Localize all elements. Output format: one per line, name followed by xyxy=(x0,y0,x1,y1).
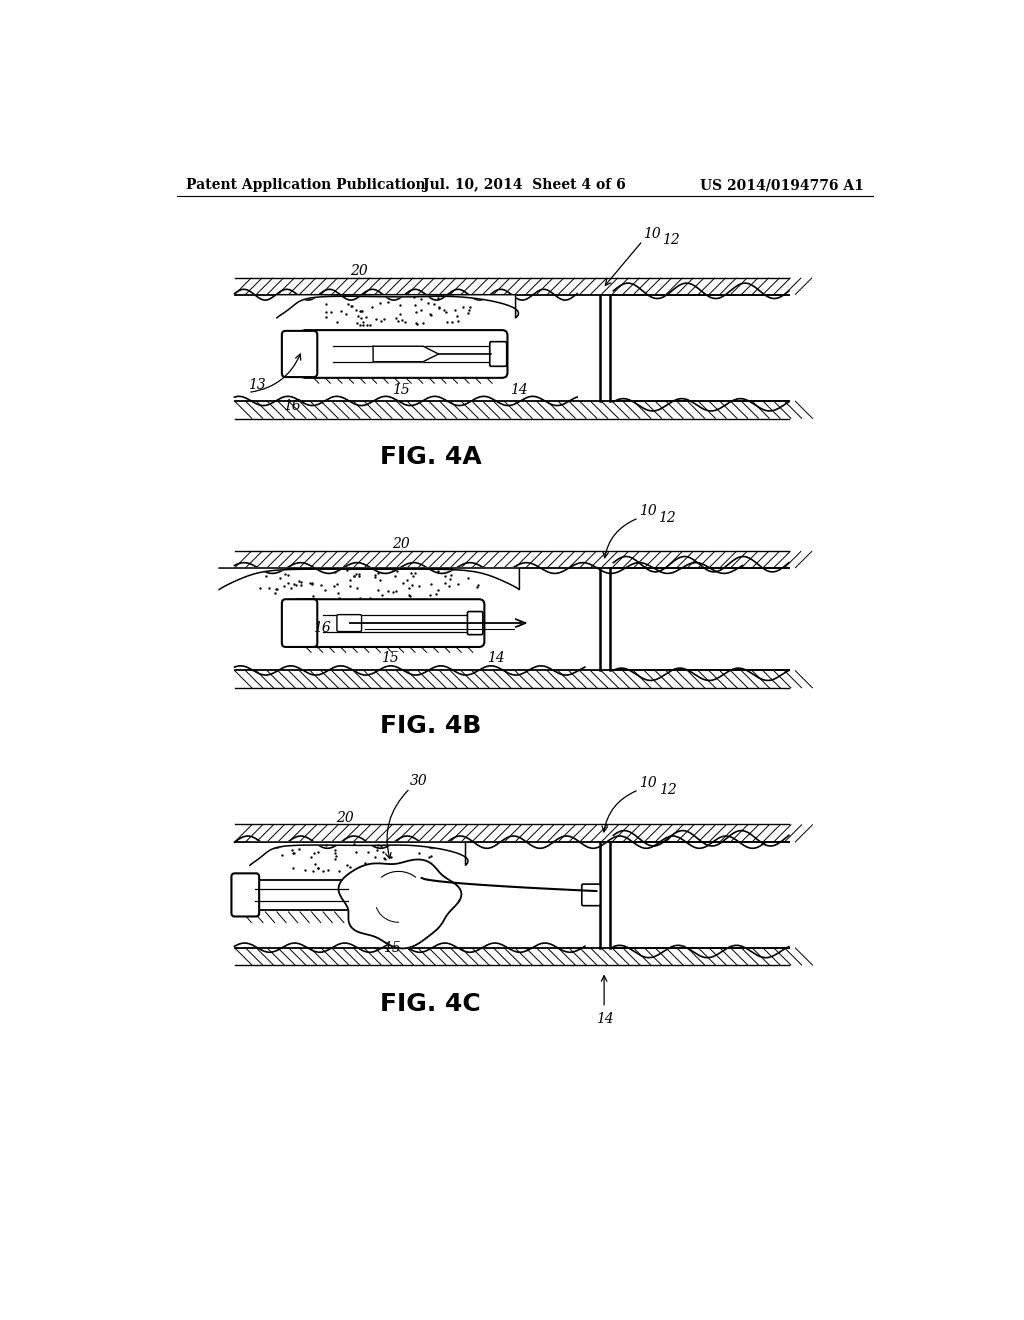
Text: 20: 20 xyxy=(392,537,410,552)
Text: 15: 15 xyxy=(383,941,400,956)
Polygon shape xyxy=(276,294,518,318)
Text: 20: 20 xyxy=(350,264,368,277)
Text: 10: 10 xyxy=(643,227,660,240)
FancyBboxPatch shape xyxy=(337,615,361,631)
Polygon shape xyxy=(219,568,519,590)
Text: 13: 13 xyxy=(248,379,266,392)
Text: US 2014/0194776 A1: US 2014/0194776 A1 xyxy=(699,178,863,193)
Text: 10: 10 xyxy=(639,776,656,789)
Text: Jul. 10, 2014  Sheet 4 of 6: Jul. 10, 2014 Sheet 4 of 6 xyxy=(424,178,626,193)
FancyBboxPatch shape xyxy=(231,874,259,916)
Text: 30: 30 xyxy=(410,775,428,788)
Text: 14: 14 xyxy=(510,383,527,397)
Text: FIG. 4C: FIG. 4C xyxy=(381,991,481,1015)
Text: 15: 15 xyxy=(392,383,410,397)
FancyBboxPatch shape xyxy=(489,342,507,367)
FancyBboxPatch shape xyxy=(467,611,483,635)
Text: 12: 12 xyxy=(662,232,680,247)
Text: FIG. 4B: FIG. 4B xyxy=(380,714,481,738)
FancyBboxPatch shape xyxy=(582,884,600,906)
FancyBboxPatch shape xyxy=(282,599,317,647)
Text: Patent Application Publication: Patent Application Publication xyxy=(186,178,426,193)
FancyBboxPatch shape xyxy=(300,330,508,378)
Polygon shape xyxy=(339,859,462,948)
Text: 14: 14 xyxy=(486,651,505,665)
Text: 14: 14 xyxy=(596,1011,614,1026)
FancyBboxPatch shape xyxy=(293,599,484,647)
FancyBboxPatch shape xyxy=(282,331,317,378)
Text: 16: 16 xyxy=(283,399,300,412)
Text: 12: 12 xyxy=(658,784,677,797)
Text: FIG. 4A: FIG. 4A xyxy=(380,445,481,469)
Text: 15: 15 xyxy=(381,651,398,665)
Polygon shape xyxy=(250,842,468,866)
Polygon shape xyxy=(373,346,438,362)
Text: 20: 20 xyxy=(336,812,354,825)
Text: 12: 12 xyxy=(658,511,676,525)
Text: 10: 10 xyxy=(639,504,656,517)
Text: 16: 16 xyxy=(313,620,331,635)
